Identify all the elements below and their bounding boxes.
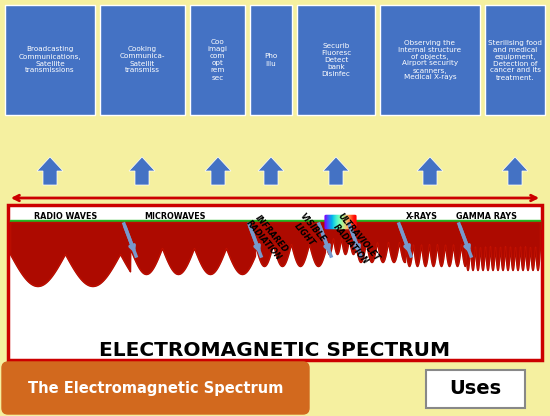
Bar xyxy=(485,5,545,115)
FancyArrowPatch shape xyxy=(125,227,134,250)
Bar xyxy=(380,5,480,115)
Text: RADIO WAVES: RADIO WAVES xyxy=(34,212,98,221)
Bar xyxy=(190,5,245,115)
Bar xyxy=(5,5,95,115)
FancyArrow shape xyxy=(417,157,443,185)
Text: GAMMA RAYS: GAMMA RAYS xyxy=(456,212,518,221)
FancyArrowPatch shape xyxy=(250,227,259,250)
Text: VISIBLE
LIGHT: VISIBLE LIGHT xyxy=(289,212,327,251)
Text: Pho
Illu: Pho Illu xyxy=(265,54,278,67)
Text: ELECTROMAGNETIC SPECTRUM: ELECTROMAGNETIC SPECTRUM xyxy=(100,341,450,359)
Text: Observing the
Internal structure
of objects,
Airport security
scanners,
Medical : Observing the Internal structure of obje… xyxy=(398,40,461,81)
Bar xyxy=(250,5,292,115)
Text: MICROWAVES: MICROWAVES xyxy=(144,212,206,221)
Text: Broadcasting
Communications,
Satellite
transmissions: Broadcasting Communications, Satellite t… xyxy=(19,47,81,74)
FancyBboxPatch shape xyxy=(426,370,525,408)
Bar xyxy=(8,205,542,360)
FancyArrow shape xyxy=(323,157,349,185)
FancyArrowPatch shape xyxy=(460,227,469,250)
Bar xyxy=(297,5,375,115)
FancyArrowPatch shape xyxy=(350,227,359,250)
FancyArrow shape xyxy=(502,157,528,185)
Text: Cooking
Communica-
Satellit
transmiss: Cooking Communica- Satellit transmiss xyxy=(120,47,165,74)
Text: Sterilising food
and medical
equipment,
Detection of
cancer and its
treatment.: Sterilising food and medical equipment, … xyxy=(488,40,542,81)
FancyArrow shape xyxy=(129,157,155,185)
Text: INFRARED
RADIATION: INFRARED RADIATION xyxy=(245,212,292,262)
FancyArrow shape xyxy=(258,157,284,185)
FancyArrow shape xyxy=(37,157,63,185)
FancyArrowPatch shape xyxy=(320,227,329,250)
Text: The Electromagnetic Spectrum: The Electromagnetic Spectrum xyxy=(28,381,284,396)
FancyBboxPatch shape xyxy=(2,362,309,414)
Text: X-RAYS: X-RAYS xyxy=(406,212,438,221)
Bar xyxy=(100,5,185,115)
Text: Securib
Fluoresc
Detect
bank
Disinfec: Securib Fluoresc Detect bank Disinfec xyxy=(321,43,351,77)
Text: Coo
imagi
com
opt
rem
sec: Coo imagi com opt rem sec xyxy=(207,40,228,81)
Text: ULTRAVIOLET
RADIATION: ULTRAVIOLET RADIATION xyxy=(328,212,382,270)
FancyArrowPatch shape xyxy=(400,227,409,250)
FancyArrow shape xyxy=(205,157,231,185)
Text: Uses: Uses xyxy=(449,379,501,399)
